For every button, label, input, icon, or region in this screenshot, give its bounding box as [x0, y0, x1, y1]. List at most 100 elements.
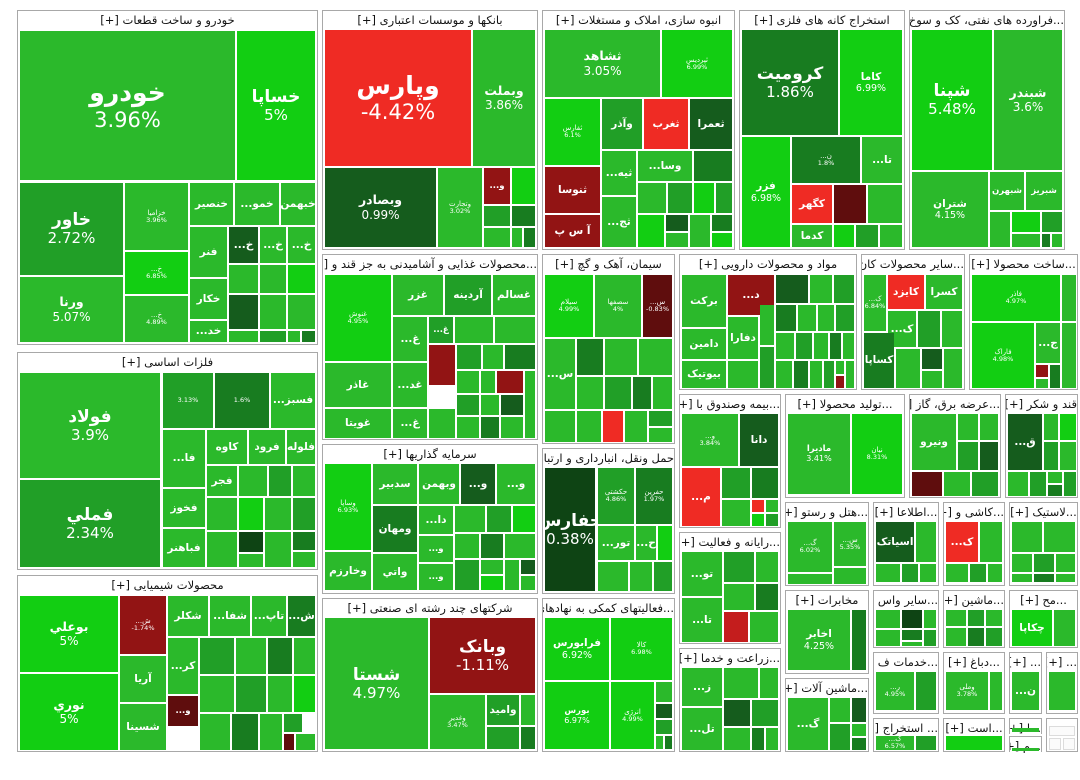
stock-cell-چکاپا[interactable]: چکاپا [1012, 610, 1052, 646]
stock-cell-خمو...[interactable]: خمو... [235, 183, 279, 225]
stock-cell[interactable] [630, 562, 652, 591]
stock-cell-ثج...[interactable]: ثج... [602, 197, 636, 247]
stock-cell[interactable] [288, 295, 315, 329]
stock-cell[interactable] [653, 377, 672, 409]
stock-cell-ثغرب[interactable]: ثغرب [644, 99, 688, 149]
stock-cell[interactable] [668, 183, 692, 213]
stock-cell[interactable] [200, 676, 234, 712]
stock-cell-و...[interactable]: و... [497, 464, 535, 504]
stock-cell[interactable] [207, 532, 237, 567]
stock-cell-دامین[interactable]: دامین [682, 329, 726, 359]
stock-cell[interactable] [457, 371, 479, 393]
stock-cell[interactable] [288, 265, 315, 293]
sector-header-misc-5[interactable]: ...م [+] [1010, 737, 1041, 756]
stock-cell-فملي[interactable]: فملي 2.34% [20, 480, 160, 567]
stock-cell-و...[interactable]: و... [461, 464, 495, 504]
stock-cell[interactable] [288, 331, 300, 342]
stock-cell[interactable] [810, 275, 832, 303]
stock-cell-کگهر[interactable]: کگهر [792, 185, 832, 223]
stock-cell[interactable] [946, 628, 966, 646]
sector-header-machinery[interactable]: ...ماشین آلات [+] [786, 679, 868, 698]
stock-cell[interactable] [836, 376, 844, 388]
stock-cell[interactable] [843, 333, 854, 359]
stock-cell[interactable] [788, 574, 832, 584]
stock-cell[interactable] [666, 233, 688, 247]
stock-cell-دفارا[interactable]: دفارا [728, 317, 758, 359]
stock-cell-س...[interactable]: س... [545, 339, 575, 409]
stock-cell[interactable]: 3.13% [163, 373, 213, 428]
stock-cell-وبانک[interactable]: وبانک -1.11% [430, 618, 535, 693]
sector-header-agriculture[interactable]: ...زراعت و خدما [+] [680, 649, 780, 668]
stock-cell-خ...[interactable]: خ... [229, 227, 258, 263]
stock-cell-ز...[interactable]: ز... [682, 668, 722, 706]
stock-cell-وساپا[interactable]: وساپا 6.93% [325, 464, 371, 550]
stock-cell[interactable] [260, 714, 282, 750]
stock-cell[interactable] [239, 466, 267, 496]
stock-cell-حکشتی[interactable]: حکشتی 4.86% [598, 468, 634, 524]
stock-cell[interactable] [293, 466, 315, 496]
stock-cell[interactable] [666, 215, 688, 231]
stock-cell[interactable] [924, 630, 936, 646]
stock-cell-کاوه[interactable]: کاوه [207, 430, 247, 464]
sector-header-cement[interactable]: سیمان، آهک و گچ [+] [543, 255, 674, 274]
stock-cell[interactable] [1056, 554, 1075, 572]
stock-cell[interactable] [756, 552, 778, 582]
sector-header-telecom[interactable]: مخابرات [+] [786, 591, 868, 610]
stock-cell[interactable] [970, 564, 986, 582]
stock-cell-غ...[interactable]: غ... [393, 409, 427, 438]
stock-cell[interactable] [236, 638, 266, 674]
stock-cell[interactable] [724, 700, 750, 726]
stock-cell[interactable] [200, 714, 230, 750]
stock-cell[interactable] [638, 215, 664, 247]
stock-cell[interactable] [633, 377, 651, 409]
stock-cell-وامید[interactable]: وامید [487, 695, 519, 725]
stock-cell[interactable] [868, 185, 902, 223]
sector-header-misc-1[interactable]: ... [+] [1010, 653, 1041, 672]
stock-cell-وغدیر[interactable]: وغدیر 3.47% [430, 695, 485, 749]
sector-header-other-minerals[interactable]: ...سایر محصولات کان [+] [862, 255, 964, 274]
stock-cell[interactable] [818, 305, 834, 331]
stock-cell[interactable] [902, 564, 918, 582]
stock-cell[interactable] [1050, 365, 1060, 388]
stock-cell[interactable] [1012, 554, 1032, 572]
stock-cell[interactable] [207, 498, 237, 530]
stock-cell[interactable] [986, 610, 1002, 626]
stock-cell[interactable] [296, 734, 315, 750]
stock-cell[interactable] [654, 562, 672, 591]
stock-cell[interactable] [1042, 212, 1062, 232]
stock-cell-خزامیا[interactable]: خزامیا 3.96% [125, 183, 188, 250]
stock-cell[interactable] [481, 560, 503, 574]
stock-cell-وبملت[interactable]: وبملت 3.86% [473, 30, 535, 166]
stock-cell[interactable] [457, 345, 481, 369]
stock-cell[interactable] [990, 212, 1010, 247]
stock-cell-بوعلي[interactable]: بوعلي 5% [20, 596, 118, 672]
stock-cell-ج...[interactable]: ج... [1036, 323, 1060, 363]
stock-cell[interactable] [512, 206, 535, 226]
sector-header-metal-products[interactable]: ...ساخت محصولا [+] [970, 255, 1077, 274]
stock-cell-سدبیر[interactable]: سدبیر [373, 464, 417, 504]
stock-cell-مادیرا[interactable]: مادیرا 3.41% [788, 414, 850, 494]
stock-cell[interactable] [239, 532, 263, 552]
stock-cell[interactable] [922, 371, 942, 388]
stock-cell[interactable] [716, 183, 732, 213]
stock-cell-اخابر[interactable]: اخابر 4.25% [788, 610, 850, 670]
stock-cell[interactable] [1062, 323, 1076, 388]
stock-cell[interactable] [968, 628, 984, 646]
stock-cell-وآذر[interactable]: وآذر [602, 99, 642, 149]
stock-cell-شپنا[interactable]: شپنا 5.48% [912, 30, 992, 170]
stock-cell[interactable] [946, 736, 1002, 750]
stock-cell-اسیاتک[interactable]: اسیاتک [876, 522, 914, 562]
stock-cell[interactable] [1030, 472, 1046, 496]
stock-cell-نوري[interactable]: نوري 5% [20, 674, 118, 750]
stock-cell-فزر[interactable]: فزر 6.98% [742, 137, 790, 247]
stock-cell-فرابورس[interactable]: فرابورس 6.92% [545, 618, 609, 680]
stock-cell[interactable] [1052, 234, 1062, 247]
stock-cell[interactable] [232, 714, 258, 750]
sector-header-leather[interactable]: ...دباغ [+] [944, 653, 1004, 672]
stock-cell[interactable] [776, 333, 794, 359]
stock-cell-بورس[interactable]: بورس 6.97% [545, 682, 609, 749]
stock-cell[interactable] [265, 498, 291, 530]
stock-cell[interactable] [639, 339, 672, 375]
stock-cell[interactable] [902, 630, 922, 640]
stock-cell-وخارزم[interactable]: وخارزم [325, 552, 371, 590]
